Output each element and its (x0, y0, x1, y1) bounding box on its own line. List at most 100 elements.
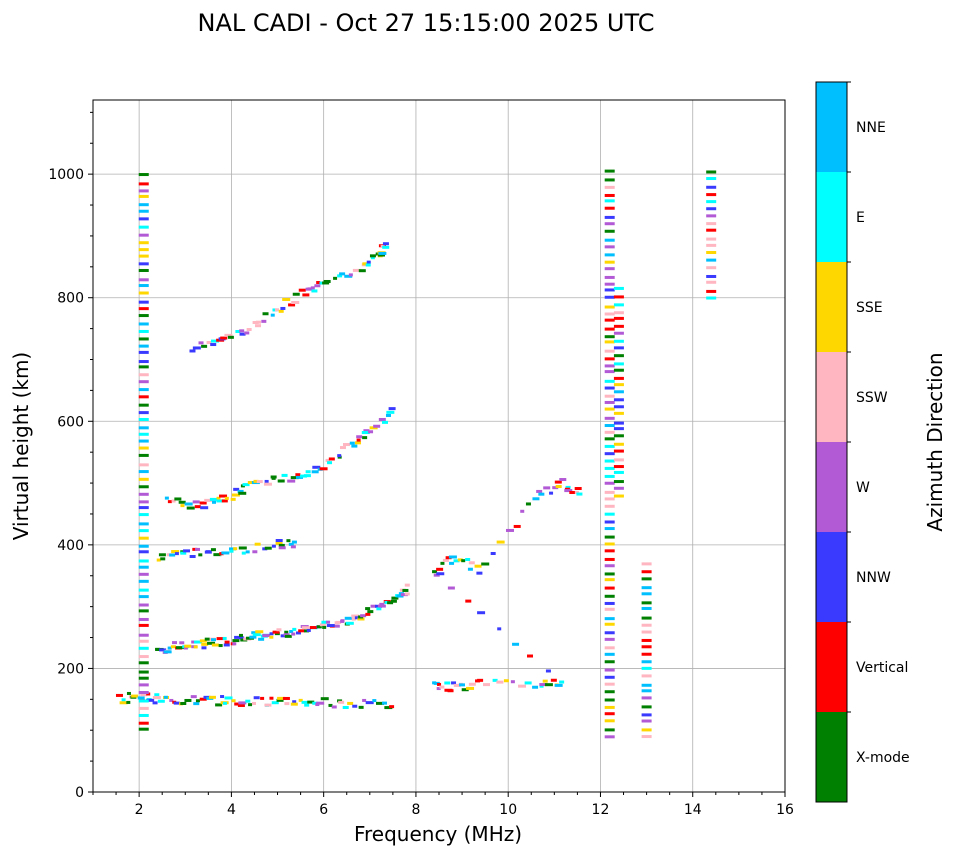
data-point (138, 588, 149, 592)
data-point (331, 705, 337, 709)
data-point (604, 193, 615, 197)
data-point (288, 542, 294, 546)
data-point (169, 698, 174, 702)
data-point (518, 684, 527, 688)
data-point (404, 592, 410, 596)
data-point (274, 308, 279, 312)
data-point (604, 318, 615, 322)
data-point (138, 182, 149, 186)
data-point (201, 344, 208, 348)
colorbar-segment (816, 172, 847, 262)
data-point (290, 702, 298, 706)
data-point (604, 520, 615, 524)
data-point (348, 273, 353, 277)
data-point (216, 499, 224, 503)
data-point (138, 691, 149, 695)
data-point (604, 229, 615, 233)
x-tick-label: 6 (319, 802, 328, 818)
data-point (138, 262, 149, 266)
data-point (291, 632, 296, 636)
data-point (208, 695, 216, 699)
data-point (271, 701, 279, 705)
colorbar-segment (816, 262, 847, 352)
data-point (496, 540, 505, 544)
data-point (280, 634, 287, 638)
data-point (235, 329, 241, 333)
data-point (220, 336, 228, 340)
data-point (356, 435, 363, 439)
data-point (641, 630, 652, 634)
data-point (200, 506, 209, 510)
data-point (442, 558, 449, 562)
data-point (286, 539, 291, 543)
data-point (339, 446, 346, 450)
data-point (126, 691, 131, 695)
data-point (604, 459, 615, 463)
colorbar-tick-label: X-mode (856, 750, 910, 766)
data-point (439, 685, 445, 689)
colorbar-segment (816, 352, 847, 442)
data-point (604, 675, 615, 679)
data-point (239, 636, 245, 640)
data-point (264, 546, 272, 550)
data-point (333, 276, 338, 280)
data-point (216, 496, 221, 500)
data-point (574, 491, 579, 495)
data-point (362, 698, 367, 702)
data-point (199, 697, 207, 701)
data-point (613, 286, 624, 290)
data-point (381, 420, 388, 424)
data-point (278, 543, 285, 547)
data-point (174, 497, 182, 501)
data-point (298, 288, 306, 292)
data-point (307, 700, 315, 704)
data-point (152, 696, 161, 700)
data-point (604, 572, 615, 576)
data-point (604, 424, 615, 428)
data-point (138, 380, 149, 384)
data-point (138, 344, 149, 348)
data-point (194, 505, 201, 509)
data-point (211, 638, 217, 642)
data-point (288, 303, 296, 307)
data-point (138, 623, 149, 627)
colorbar: X-mode Vertical NNW W SSW SSE E NNE (815, 81, 910, 803)
data-point (140, 693, 148, 697)
data-point (157, 699, 165, 703)
data-point (641, 674, 652, 678)
data-point (184, 698, 192, 702)
data-point (344, 274, 353, 278)
data-point (604, 535, 615, 539)
data-point (641, 696, 652, 700)
data-point (138, 522, 149, 526)
data-point (307, 287, 312, 291)
data-point (388, 407, 396, 411)
data-point (404, 583, 410, 587)
data-point (604, 646, 615, 650)
data-point (156, 558, 161, 562)
data-point (290, 545, 296, 549)
data-point (641, 689, 652, 693)
data-point (138, 544, 149, 548)
data-point (457, 558, 463, 562)
data-point (138, 388, 149, 392)
data-point (189, 349, 196, 353)
data-point (251, 631, 258, 635)
colorbar-tick-label: E (856, 210, 865, 226)
data-point (137, 696, 145, 700)
data-point (264, 479, 269, 483)
data-point (343, 443, 351, 447)
data-point (204, 550, 212, 554)
data-point (319, 623, 326, 627)
data-point (447, 586, 455, 590)
data-point (378, 417, 386, 421)
data-point (604, 578, 615, 582)
data-point (270, 313, 275, 317)
data-point (604, 178, 615, 182)
data-point (365, 612, 371, 616)
data-point (604, 288, 615, 292)
data-point (466, 686, 475, 690)
data-point (269, 632, 274, 636)
data-point (384, 600, 389, 604)
data-point (138, 727, 149, 731)
